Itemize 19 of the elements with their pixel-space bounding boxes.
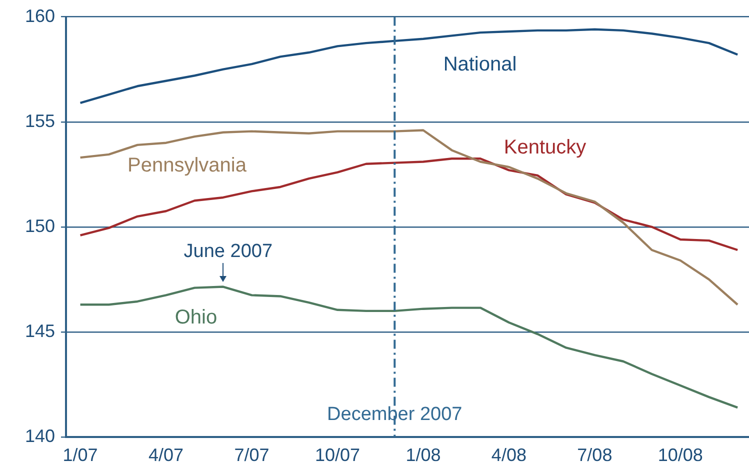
x-tick-label: 10/07	[314, 444, 360, 465]
y-tick-label: 145	[24, 320, 55, 341]
x-tick-label: 4/08	[491, 444, 526, 465]
y-tick-label: 140	[24, 426, 55, 446]
x-tick-label: 10/08	[658, 444, 703, 465]
series-label: Pennsylvania	[128, 154, 248, 177]
series-label: National	[443, 54, 517, 76]
x-tick-label: 4/07	[148, 444, 184, 465]
series-label: Ohio	[174, 306, 218, 329]
x-tick-label: 7/08	[577, 444, 612, 465]
y-tick-label: 155	[24, 110, 55, 131]
y-tick-label: 160	[24, 6, 55, 26]
annotation: June 2007	[184, 241, 273, 262]
x-tick-label: 1/07	[62, 444, 98, 465]
x-tick-label: 1/08	[406, 444, 441, 465]
y-tick-label: 150	[24, 216, 55, 236]
ref-line-label: December 2007	[327, 404, 462, 426]
series-label: Kentucky	[504, 136, 586, 159]
x-tick-label: 7/07	[234, 444, 270, 465]
